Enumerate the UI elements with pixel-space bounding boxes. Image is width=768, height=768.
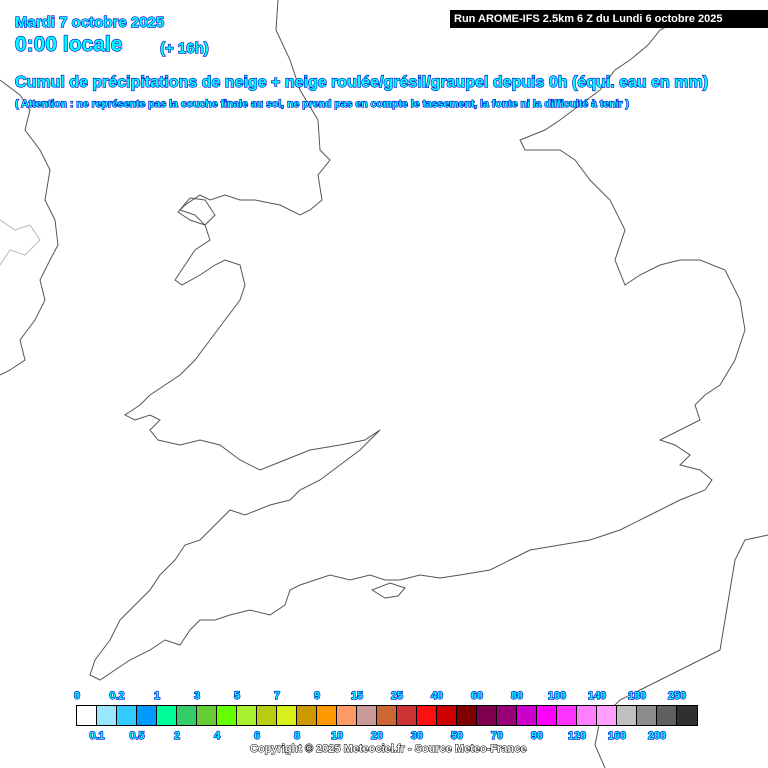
legend-label-top: 100 — [547, 689, 567, 702]
coastline-anglesey — [177, 197, 216, 226]
copyright: Copyright © 2025 Meteociel.fr - Source M… — [249, 743, 527, 756]
legend-label-bottom: 30 — [410, 729, 424, 742]
legend-label-bottom: 0.5 — [129, 729, 146, 742]
legend-label-top: 140 — [587, 689, 607, 702]
legend-swatch — [117, 706, 137, 725]
legend-label-top: 0.2 — [109, 689, 126, 702]
map-note: ( Attention : ne représente pas la couch… — [14, 97, 629, 110]
legend-label-top: 25 — [390, 689, 404, 702]
legend-swatch — [477, 706, 497, 725]
legend-label-top: 80 — [510, 689, 524, 702]
legend-swatch — [617, 706, 637, 725]
legend-swatch — [497, 706, 517, 725]
forecast-date: Mardi 7 octobre 2025 — [14, 13, 165, 31]
border-ireland — [0, 219, 41, 266]
legend-swatch — [457, 706, 477, 725]
legend-swatch — [217, 706, 237, 725]
legend-label-top: 1 — [153, 689, 161, 702]
legend-swatch — [517, 706, 537, 725]
legend-label-bottom: 2 — [173, 729, 181, 742]
legend-swatch — [597, 706, 617, 725]
color-legend — [76, 705, 698, 726]
legend-label-top: 250 — [667, 689, 687, 702]
legend-label-top: 40 — [430, 689, 444, 702]
run-info: Run AROME-IFS 2.5km 6 Z du Lundi 6 octob… — [450, 10, 768, 28]
legend-swatch — [137, 706, 157, 725]
legend-swatch — [577, 706, 597, 725]
legend-swatch — [157, 706, 177, 725]
legend-label-top: 60 — [470, 689, 484, 702]
legend-swatch — [417, 706, 437, 725]
legend-swatch — [657, 706, 677, 725]
coastline-isle-of-wight — [370, 582, 406, 599]
legend-label-bottom: 50 — [450, 729, 464, 742]
legend-swatch — [377, 706, 397, 725]
legend-swatch — [337, 706, 357, 725]
legend-swatch — [677, 706, 697, 725]
coastline-great-britain — [89, 0, 746, 681]
legend-label-top: 3 — [193, 689, 201, 702]
legend-label-bottom: 8 — [293, 729, 301, 742]
legend-label-bottom: 6 — [253, 729, 261, 742]
legend-label-bottom: 4 — [213, 729, 221, 742]
legend-label-bottom: 70 — [490, 729, 504, 742]
legend-swatch — [357, 706, 377, 725]
legend-label-bottom: 10 — [330, 729, 344, 742]
legend-swatch — [637, 706, 657, 725]
legend-label-bottom: 160 — [607, 729, 627, 742]
legend-swatch — [557, 706, 577, 725]
coastline-ireland — [0, 79, 59, 376]
legend-label-bottom: 200 — [647, 729, 667, 742]
legend-label-bottom: 0.1 — [89, 729, 106, 742]
legend-swatch — [257, 706, 277, 725]
legend-swatch — [537, 706, 557, 725]
legend-label-top: 180 — [627, 689, 647, 702]
legend-swatch — [237, 706, 257, 725]
legend-label-top: 9 — [313, 689, 321, 702]
legend-swatch — [77, 706, 97, 725]
legend-swatch — [197, 706, 217, 725]
legend-label-bottom: 90 — [530, 729, 544, 742]
forecast-lead: (+ 16h) — [159, 39, 209, 57]
legend-label-top: 7 — [273, 689, 281, 702]
legend-label-top: 15 — [350, 689, 364, 702]
legend-swatch — [97, 706, 117, 725]
forecast-time: 0:00 locale — [14, 32, 123, 56]
legend-label-bottom: 20 — [370, 729, 384, 742]
legend-swatch — [177, 706, 197, 725]
legend-swatch — [397, 706, 417, 725]
legend-swatch — [277, 706, 297, 725]
legend-swatch — [317, 706, 337, 725]
legend-label-bottom: 120 — [567, 729, 587, 742]
legend-label-top: 0 — [73, 689, 81, 702]
map-title: Cumul de précipitations de neige + neige… — [14, 73, 709, 91]
legend-swatch — [297, 706, 317, 725]
legend-label-top: 5 — [233, 689, 241, 702]
legend-swatch — [437, 706, 457, 725]
